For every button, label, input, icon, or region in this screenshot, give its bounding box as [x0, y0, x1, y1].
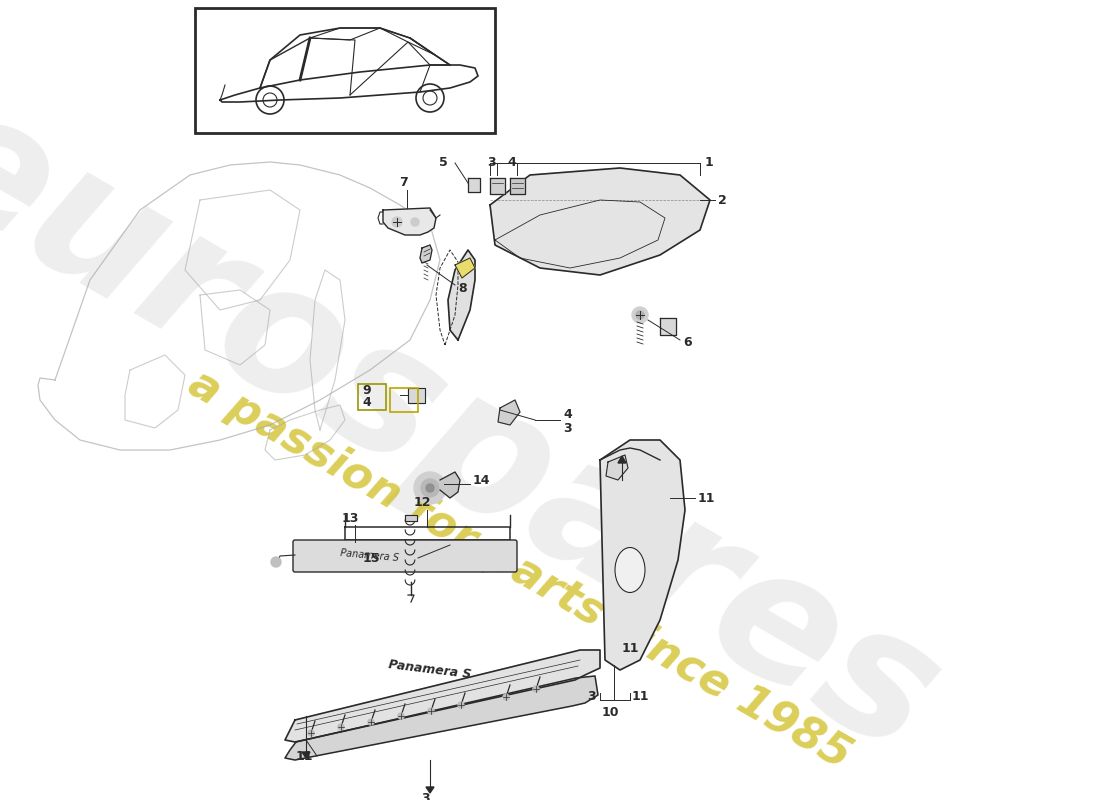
Text: 4: 4 — [563, 409, 572, 422]
Polygon shape — [490, 178, 505, 194]
Polygon shape — [510, 178, 525, 194]
Text: 3: 3 — [420, 791, 429, 800]
Bar — [195, 8, 495, 133]
Circle shape — [411, 218, 419, 226]
Polygon shape — [440, 472, 460, 498]
Circle shape — [632, 307, 648, 323]
Circle shape — [428, 708, 435, 714]
Text: 11: 11 — [698, 491, 715, 505]
Text: 8: 8 — [458, 282, 466, 294]
Circle shape — [458, 702, 464, 708]
Circle shape — [392, 217, 402, 227]
Text: 11: 11 — [632, 690, 649, 703]
Text: 3: 3 — [487, 157, 496, 170]
Circle shape — [338, 724, 344, 730]
Polygon shape — [285, 676, 598, 760]
Polygon shape — [606, 455, 628, 480]
Text: 2: 2 — [718, 194, 727, 206]
Text: 12: 12 — [414, 497, 431, 510]
Polygon shape — [490, 168, 710, 275]
Bar — [390, 388, 418, 412]
Text: 6: 6 — [683, 337, 692, 350]
Text: 10: 10 — [602, 706, 618, 718]
Text: eurospares: eurospares — [0, 69, 968, 791]
Circle shape — [414, 472, 446, 504]
Text: Panamera S: Panamera S — [340, 549, 399, 563]
Text: 7: 7 — [398, 177, 407, 190]
Text: Panamera S: Panamera S — [388, 658, 472, 682]
Polygon shape — [383, 208, 436, 235]
Polygon shape — [420, 245, 432, 263]
Polygon shape — [600, 440, 685, 670]
Bar — [405, 515, 417, 521]
Polygon shape — [618, 456, 626, 463]
Circle shape — [421, 479, 439, 497]
Polygon shape — [426, 787, 434, 793]
Bar — [358, 384, 386, 410]
Circle shape — [398, 713, 404, 719]
Text: 1: 1 — [705, 157, 714, 170]
Polygon shape — [468, 178, 480, 192]
Text: 14: 14 — [473, 474, 491, 486]
Text: 9: 9 — [362, 385, 371, 398]
Text: 3: 3 — [563, 422, 572, 434]
Polygon shape — [455, 258, 475, 278]
Text: 3: 3 — [587, 690, 596, 703]
Ellipse shape — [615, 547, 645, 593]
Circle shape — [503, 694, 509, 700]
Text: 4: 4 — [507, 157, 516, 170]
Polygon shape — [498, 400, 520, 425]
Text: 11: 11 — [621, 642, 639, 654]
Text: 13: 13 — [341, 511, 359, 525]
Polygon shape — [448, 250, 475, 340]
Circle shape — [534, 686, 539, 692]
Circle shape — [636, 311, 644, 319]
Polygon shape — [408, 388, 425, 403]
Text: 5: 5 — [439, 157, 448, 170]
FancyBboxPatch shape — [293, 540, 517, 572]
Text: a passion for parts since 1985: a passion for parts since 1985 — [182, 362, 859, 778]
Text: 4: 4 — [362, 397, 371, 410]
Circle shape — [271, 557, 281, 567]
Text: 15: 15 — [363, 551, 379, 565]
Polygon shape — [285, 650, 600, 742]
Circle shape — [368, 719, 374, 725]
Text: 11: 11 — [296, 750, 314, 762]
Polygon shape — [660, 318, 676, 335]
Circle shape — [426, 484, 434, 492]
Circle shape — [308, 730, 314, 736]
Polygon shape — [302, 752, 310, 758]
